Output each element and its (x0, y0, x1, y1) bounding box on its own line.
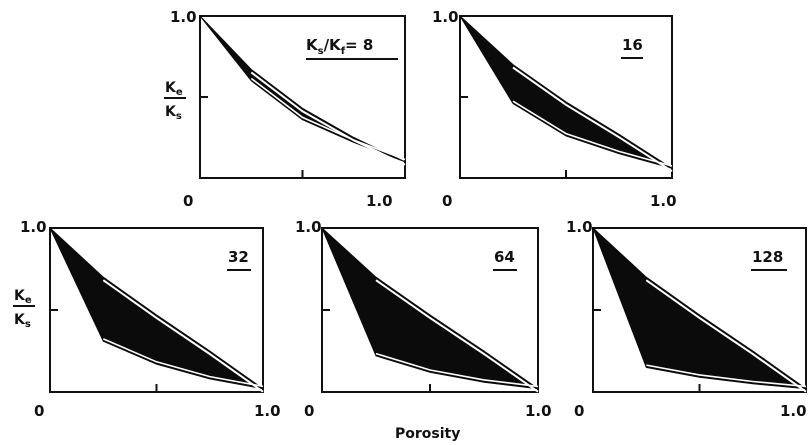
x-tick-right: 1.0 (254, 402, 281, 420)
band-layer (49, 227, 264, 393)
x-tick-left: 0 (183, 192, 193, 210)
panel-ratio-128: 1.0 0 1.0 128 (566, 218, 808, 420)
upper-bound-curve (102, 279, 264, 393)
bounds-band (49, 227, 264, 390)
ratio-label: 64 (494, 248, 515, 266)
band-layer (592, 227, 808, 393)
lower-bound-curve (102, 338, 264, 388)
upper-bound-curve (512, 66, 673, 173)
bounds-band (459, 15, 673, 169)
y-axis-label: Ke Ks (13, 288, 35, 330)
upper-bound-curve (375, 279, 539, 393)
lower-bound-curve (250, 77, 406, 161)
upper-bound-curve (645, 279, 807, 393)
y-tick-top: 1.0 (432, 8, 459, 26)
ratio-equals: = 8 (345, 36, 373, 54)
ratio-label: 32 (228, 248, 249, 266)
upper-bound-curve (250, 71, 406, 166)
x-tick-right: 1.0 (525, 402, 552, 420)
lower-bound-curve (375, 352, 539, 388)
y-tick-top: 1.0 (566, 218, 593, 236)
ratio-label: 16 (622, 36, 643, 54)
band-layer (199, 15, 406, 178)
bounds-band (199, 15, 406, 163)
y-tick-top: 1.0 (170, 8, 197, 26)
x-tick-right: 1.0 (650, 192, 677, 210)
x-tick-left: 0 (304, 402, 314, 420)
x-tick-left: 0 (574, 402, 584, 420)
band-layer (321, 227, 539, 393)
panel-ratio-16: 1.0 0 1.0 16 (432, 8, 677, 210)
ratio-label: Ks/Kf= 8 (306, 36, 373, 57)
lower-bound-curve (646, 364, 807, 388)
lower-bound-curve (512, 100, 673, 167)
y-tick-top: 1.0 (20, 218, 47, 236)
band-layer (459, 15, 673, 178)
y-label-numerator: Ke (14, 288, 32, 306)
y-label-numerator: Ke (165, 80, 183, 98)
ratio-sub-s: s (318, 46, 324, 57)
y-label-denominator: Ks (14, 312, 31, 330)
x-tick-right: 1.0 (366, 192, 393, 210)
plot-frame (199, 15, 406, 179)
y-tick-top: 1.0 (295, 218, 322, 236)
bounds-band (321, 227, 539, 390)
panel-ratio-8: 1.0 0 1.0 Ks/Kf= 8 Ke Ks (164, 8, 406, 210)
ratio-slash-k: /K (324, 36, 342, 54)
panel-ratio-64: 1.0 0 1.0 64 (295, 218, 552, 420)
ratio-sub-f: f (341, 46, 346, 57)
x-tick-left: 0 (34, 402, 44, 420)
x-tick-left: 0 (442, 192, 452, 210)
y-axis-label: Ke Ks (164, 80, 186, 122)
ratio-k: K (306, 36, 319, 54)
y-label-denominator: Ks (165, 104, 182, 122)
x-axis-label: Porosity (395, 426, 460, 442)
ratio-label: 128 (752, 248, 783, 266)
panel-ratio-32: 1.0 0 1.0 32 Ke Ks (13, 218, 281, 420)
bounds-band (592, 227, 808, 390)
x-tick-right: 1.0 (780, 402, 807, 420)
